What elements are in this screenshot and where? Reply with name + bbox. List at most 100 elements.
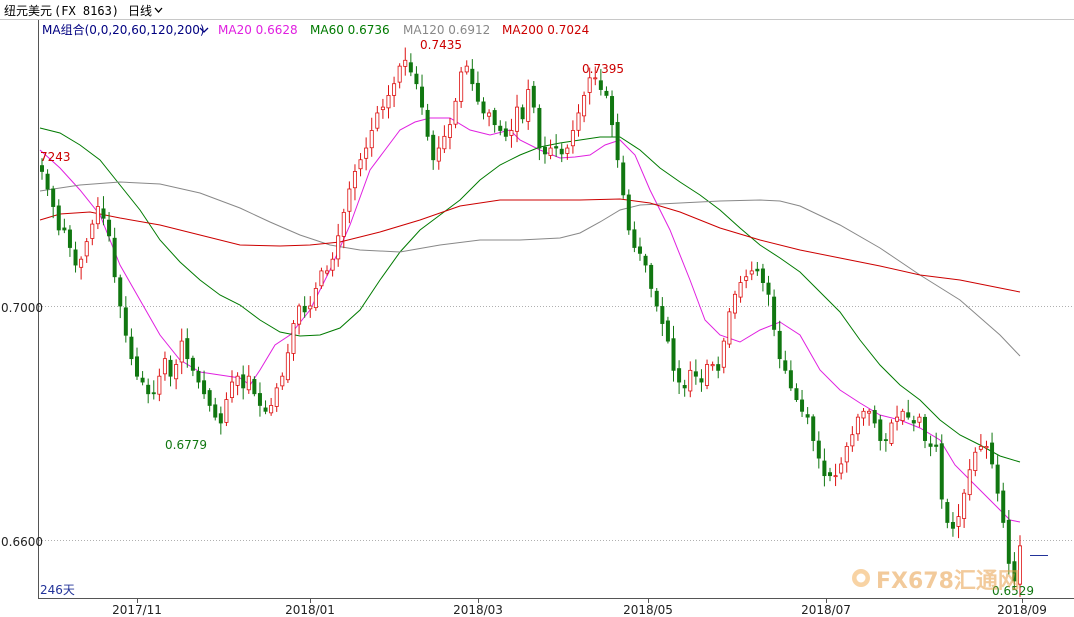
candle-down[interactable] (73, 249, 78, 266)
candle-up[interactable] (325, 270, 330, 274)
candle-up[interactable] (285, 352, 290, 381)
candle-up[interactable] (548, 147, 553, 156)
candle-down[interactable] (1001, 490, 1006, 523)
candle-down[interactable] (800, 399, 805, 412)
candle-down[interactable] (185, 338, 190, 360)
candle-up[interactable] (90, 223, 95, 239)
candle-down[interactable] (135, 356, 140, 377)
candle-up[interactable] (895, 416, 900, 422)
candle-down[interactable] (811, 416, 816, 441)
candle-up[interactable] (861, 410, 866, 419)
candle-down[interactable] (654, 290, 659, 307)
candle-down[interactable] (604, 90, 609, 96)
candle-down[interactable] (481, 101, 486, 114)
candle-down[interactable] (598, 80, 603, 90)
candle-up[interactable] (352, 171, 357, 189)
candle-down[interactable] (420, 86, 425, 108)
candle-down[interactable] (649, 264, 654, 289)
candle-up[interactable] (487, 112, 492, 117)
candle-down[interactable] (755, 268, 760, 272)
candle-up[interactable] (984, 445, 989, 449)
candle-down[interactable] (922, 416, 927, 441)
candle-down[interactable] (777, 330, 782, 360)
candle-up[interactable] (319, 270, 324, 287)
candle-down[interactable] (772, 296, 777, 330)
candle-down[interactable] (643, 255, 648, 266)
candle-down[interactable] (766, 282, 771, 295)
candle-down[interactable] (263, 407, 268, 412)
candle-down[interactable] (101, 208, 106, 219)
candle-down[interactable] (218, 413, 223, 424)
candle-down[interactable] (682, 385, 687, 389)
candle-up[interactable] (833, 475, 838, 478)
candle-down[interactable] (56, 205, 61, 231)
candle-down[interactable] (425, 109, 430, 137)
candle-down[interactable] (1006, 519, 1011, 564)
candle-up[interactable] (347, 188, 352, 212)
candle-up[interactable] (308, 305, 313, 310)
candle-up[interactable] (900, 410, 905, 422)
candle-up[interactable] (179, 340, 184, 363)
candle-down[interactable] (213, 404, 218, 418)
candle-down[interactable] (129, 336, 134, 360)
candle-down[interactable] (632, 229, 637, 248)
candle-down[interactable] (671, 338, 676, 371)
candle-up[interactable] (336, 235, 341, 260)
candle-up[interactable] (297, 305, 302, 325)
candle-down[interactable] (554, 146, 559, 149)
candle-down[interactable] (816, 440, 821, 459)
period-selector[interactable]: 日线 (128, 4, 152, 18)
candle-up[interactable] (453, 100, 458, 125)
candle-up[interactable] (84, 241, 89, 257)
candle-down[interactable] (906, 412, 911, 418)
candle-up[interactable] (850, 434, 855, 447)
candle-up[interactable] (570, 130, 575, 147)
candle-up[interactable] (280, 375, 285, 387)
candle-down[interactable] (995, 464, 1000, 494)
candle-up[interactable] (364, 147, 369, 159)
candle-up[interactable] (330, 258, 335, 271)
candle-up[interactable] (509, 130, 514, 136)
candle-up[interactable] (705, 364, 710, 386)
candle-down[interactable] (492, 110, 497, 126)
candle-up[interactable] (386, 95, 391, 109)
candle-up[interactable] (459, 71, 464, 102)
candle-down[interactable] (637, 246, 642, 254)
candle-down[interactable] (883, 439, 888, 442)
candle-down[interactable] (520, 107, 525, 120)
candle-down[interactable] (118, 277, 123, 307)
candle-down[interactable] (151, 392, 156, 395)
candle-down[interactable] (939, 443, 944, 500)
candle-up[interactable] (436, 147, 441, 162)
candle-up[interactable] (956, 516, 961, 527)
candle-down[interactable] (934, 444, 939, 447)
candle-down[interactable] (140, 377, 145, 383)
candle-down[interactable] (470, 68, 475, 85)
candle-down[interactable] (626, 194, 631, 231)
candle-up[interactable] (587, 77, 592, 93)
candle-down[interactable] (51, 188, 56, 207)
candle-down[interactable] (805, 414, 810, 418)
candle-down[interactable] (559, 148, 564, 155)
candle-down[interactable] (693, 371, 698, 377)
candle-up[interactable] (593, 77, 598, 80)
candle-up[interactable] (978, 445, 983, 450)
candle-down[interactable] (112, 237, 117, 278)
candle-down[interactable] (615, 122, 620, 161)
candle-up[interactable] (867, 410, 872, 414)
candle-down[interactable] (537, 107, 542, 149)
candle-down[interactable] (794, 388, 799, 401)
candle-up[interactable] (157, 375, 162, 395)
candle-down[interactable] (660, 306, 665, 324)
candle-down[interactable] (822, 460, 827, 477)
candle-down[interactable] (827, 472, 832, 477)
candle-up[interactable] (442, 135, 447, 150)
candle-down[interactable] (190, 357, 195, 371)
candle-up[interactable] (230, 381, 235, 398)
candle-up[interactable] (224, 399, 229, 423)
candle-down[interactable] (67, 229, 72, 248)
chevron-down-icon[interactable] (154, 7, 163, 13)
candle-up[interactable] (341, 211, 346, 237)
candle-down[interactable] (408, 62, 413, 73)
